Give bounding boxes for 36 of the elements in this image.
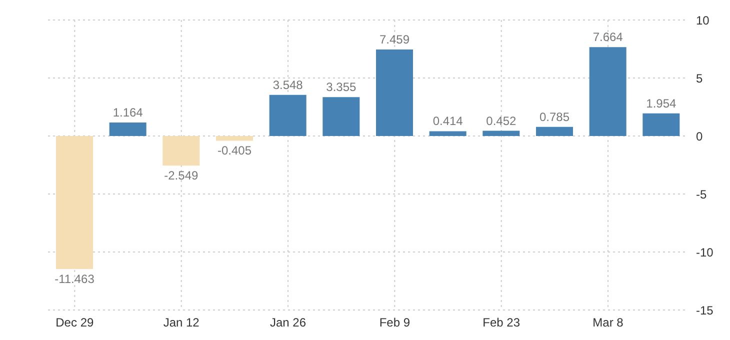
- data-label: 0.785: [539, 110, 570, 124]
- y-tick-label: 5: [696, 71, 703, 86]
- bar: [109, 122, 146, 136]
- bar: [216, 136, 253, 141]
- bar: [269, 94, 306, 136]
- y-tick-label: 0: [696, 129, 703, 144]
- bar: [589, 47, 626, 136]
- data-label: 0.452: [486, 114, 517, 128]
- data-label: 0.414: [432, 114, 464, 128]
- data-label: 7.459: [379, 32, 410, 46]
- y-tick-label: -10: [696, 245, 714, 260]
- bar: [429, 131, 466, 136]
- bar: [482, 130, 520, 136]
- data-label: 1.164: [112, 106, 144, 120]
- bar: [162, 136, 200, 166]
- x-tick-label: Dec 29: [56, 316, 94, 330]
- data-label: 3.548: [272, 78, 304, 92]
- bar: [322, 97, 360, 136]
- x-tick-label: Mar 8: [592, 316, 624, 330]
- bar: [376, 49, 413, 136]
- y-tick-label: -5: [696, 187, 707, 202]
- bar: [56, 136, 93, 269]
- y-tick-label: 10: [696, 13, 710, 28]
- bar: [536, 126, 573, 136]
- data-label: -11.463: [54, 272, 95, 286]
- x-tick-label: Feb 9: [379, 316, 410, 330]
- data-label: -2.549: [164, 168, 199, 183]
- data-label: 7.664: [592, 30, 624, 44]
- x-tick-label: Feb 23: [482, 316, 520, 330]
- data-label: 3.355: [326, 80, 357, 94]
- bar: [642, 113, 680, 136]
- x-tick-label: Jan 26: [270, 316, 306, 330]
- data-label: 1.954: [646, 96, 677, 110]
- x-tick-label: Jan 12: [163, 316, 200, 330]
- data-label: -0.405: [217, 144, 252, 158]
- y-tick-label: -15: [696, 303, 714, 318]
